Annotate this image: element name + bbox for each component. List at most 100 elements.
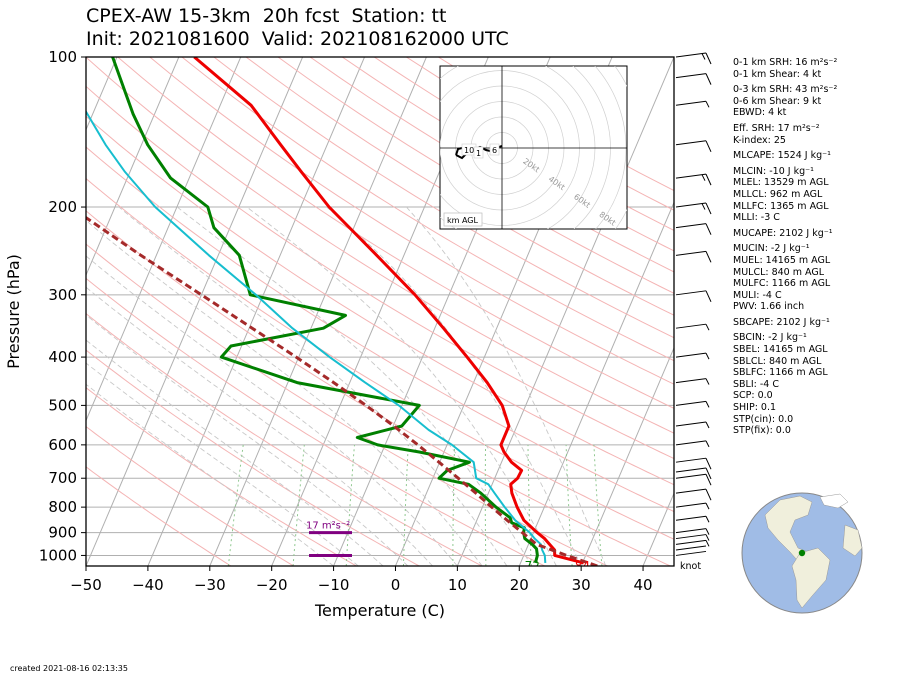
dry-adiabat [86,57,674,434]
index-line: SBEL: 14165 m AGL [733,344,828,356]
wind-barb [675,250,712,263]
dry-adiabat [309,57,674,273]
y-tick-label: 1000 [39,546,77,564]
mixing-ratio-line [452,444,456,566]
moist-adiabat [86,362,359,566]
temperature-profile [193,57,585,565]
surface-dewpoint-label: 72 [525,559,540,573]
dry-adiabat [277,57,674,294]
dry-adiabat [86,177,674,540]
mixing-ratio-line [345,444,355,566]
dry-adiabat [149,57,674,385]
wind-barb [675,52,712,65]
moist-adiabat [86,255,458,566]
svg-text:1: 1 [476,149,481,158]
index-line: SBLI: -4 C [733,378,779,390]
moist-adiabat [86,219,483,566]
y-tick-label: 400 [48,348,77,366]
globe-north-america [764,495,813,561]
index-line: MUCIN: -2 J kg⁻¹ [733,243,810,255]
y-tick-label: 900 [48,524,77,542]
x-tick-label: 20 [510,576,529,594]
index-line: MULI: -4 C [733,289,782,301]
wind-barb [675,473,712,486]
moist-adiabat [326,206,582,566]
x-axis-label: Temperature (C) [314,601,445,620]
hodograph-trace-lower [455,153,467,160]
globe-greenland [819,493,849,509]
index-line: MLEL: 13529 m AGL [733,177,829,189]
index-line: EBWD: 4 kt [733,107,787,119]
mixing-ratio-line [527,444,532,566]
dry-adiabat [245,57,674,316]
wind-barb [675,502,710,510]
wind-barb [675,202,712,215]
dry-adiabat [86,277,545,566]
index-line: Eff. SRH: 17 m²s⁻² [733,122,820,134]
wind-barb [675,421,710,429]
wind-barb [675,290,712,303]
wind-barb [675,539,710,547]
surface-temperature-label: 84 [575,559,590,573]
parcel-profile [86,215,598,566]
isotherm--70 [86,57,180,277]
dry-adiabat [86,349,420,566]
x-tick-label: 10 [448,576,467,594]
wetbulb-profile [86,109,547,563]
wind-barb [675,378,710,385]
station-marker [798,549,806,557]
index-line: MLCAPE: 1524 J kg⁻¹ [733,150,831,162]
mixing-ratio-line [484,444,487,566]
wind-barb [675,140,712,152]
dry-adiabat [86,146,674,513]
dry-adiabat [86,115,674,486]
moist-adiabat [86,286,433,566]
index-line: MLLI: -3 C [733,212,780,224]
isotherm--40 [147,57,365,566]
wind-barb [675,457,712,470]
index-line: MLLCL: 962 m AGL [733,188,823,200]
dewpoint-profile [111,57,539,564]
isotherm--50 [86,57,304,566]
x-tick-label: −40 [132,576,164,594]
y-tick-label: 300 [48,286,77,304]
dry-adiabat [86,313,483,566]
chart-title-line-1: CPEX-AW 15-3km 20h fcst Station: tt [86,5,447,27]
globe-south-america [791,547,831,609]
isotherm-10 [456,57,674,566]
x-tick-label: 0 [391,576,401,594]
wind-barb [675,100,710,108]
wind-barb [675,550,707,556]
index-line: STP(fix): 0.0 [733,425,791,437]
index-line: MLCIN: -10 J kg⁻¹ [733,165,814,177]
y-tick-label: 100 [48,48,77,66]
wind-barb [675,223,712,235]
y-tick-label: 200 [48,198,77,216]
wind-barb [675,534,710,541]
dry-adiabat [86,387,357,566]
moist-adiabat [86,339,384,566]
moist-adiabat [176,206,532,566]
index-line: SBCIN: -2 J kg⁻¹ [733,332,807,344]
wind-barb [675,545,707,551]
index-line: 0-1 km Shear: 4 kt [733,68,822,80]
index-line: 0-3 km SRH: 43 m²s⁻² [733,84,838,96]
index-line: MUEL: 14165 m AGL [733,254,831,266]
chart-title-line-2: Init: 2021081600 Valid: 202108162000 UTC [86,28,509,50]
dry-adiabat [181,57,674,362]
globe-map [741,492,863,614]
globe-africa [842,524,863,557]
moist-adiabat [86,383,334,566]
index-line: SBLCL: 840 m AGL [733,355,822,367]
mixing-ratio-line [565,444,573,566]
wind-units-label: knot [680,561,701,572]
isotherm-30 [580,346,674,566]
wind-barb [675,323,710,331]
x-tick-label: −10 [318,576,350,594]
index-line: MULFC: 1166 m AGL [733,278,831,290]
index-line: SBLFC: 1166 m AGL [733,367,828,379]
y-tick-label: 800 [48,498,77,516]
dry-adiabat [86,466,232,566]
index-line: STP(cin): 0.0 [733,413,794,425]
hodograph-legend-box [443,212,483,227]
